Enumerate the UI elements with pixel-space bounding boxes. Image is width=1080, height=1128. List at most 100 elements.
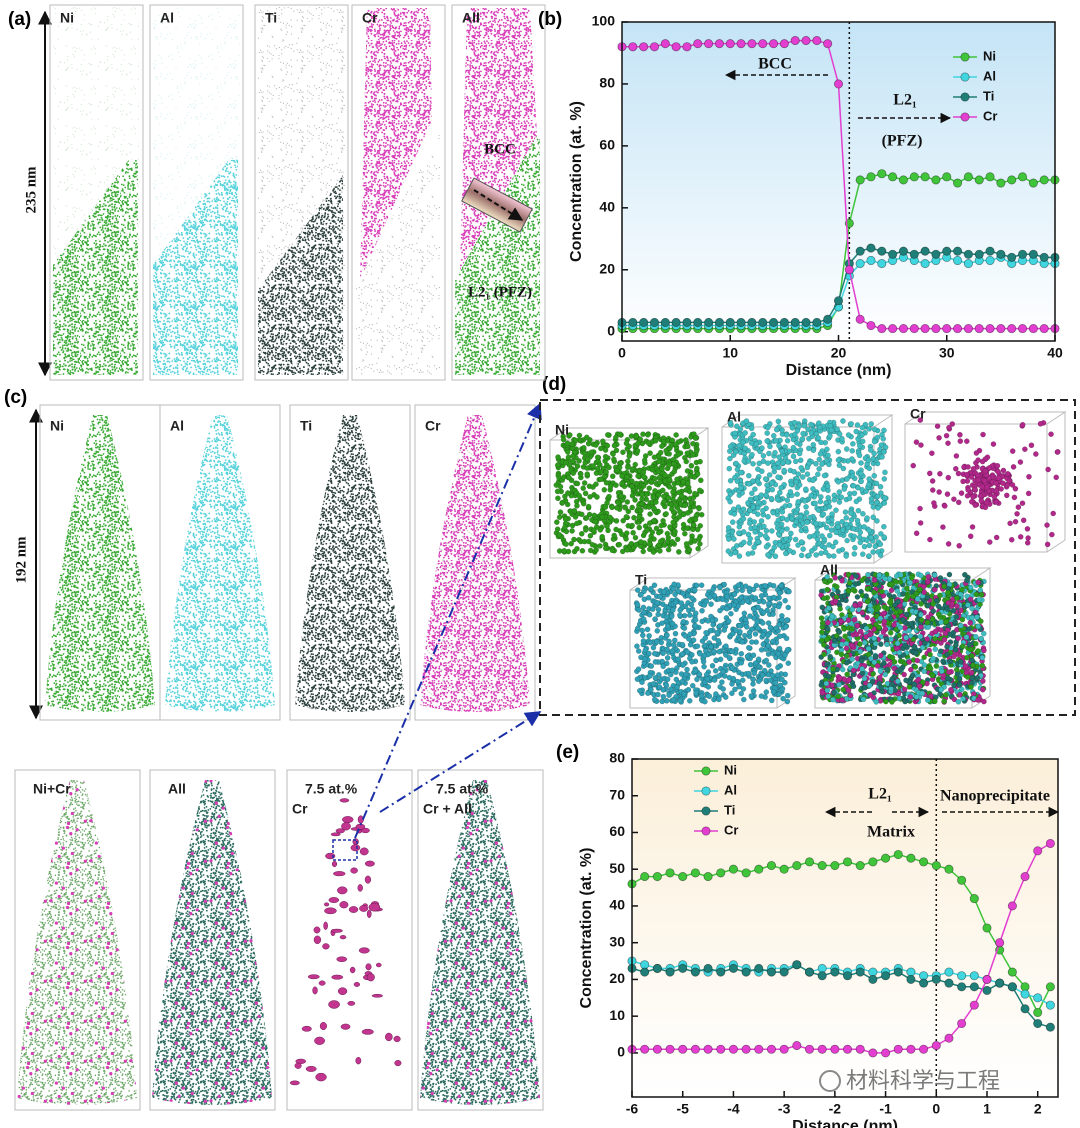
atom <box>980 431 986 438</box>
frame <box>149 4 244 381</box>
legend-marker <box>960 92 970 102</box>
atom <box>738 469 744 476</box>
atom <box>736 530 742 536</box>
atom <box>975 623 982 630</box>
atom <box>805 426 811 433</box>
atom <box>946 571 953 578</box>
atom <box>921 589 928 596</box>
data-point <box>906 1044 916 1054</box>
atom <box>1011 494 1018 501</box>
precipitate <box>301 1025 312 1032</box>
atom <box>872 640 879 647</box>
atom <box>826 553 832 559</box>
atom <box>861 639 868 646</box>
atom <box>787 489 794 495</box>
x-axis-title: Distance (nm) <box>792 1118 898 1128</box>
atom <box>977 493 984 499</box>
atom <box>789 425 796 431</box>
atom <box>742 445 749 452</box>
precipitate <box>337 886 348 895</box>
atom <box>838 651 845 658</box>
atom <box>583 515 590 521</box>
atom <box>818 615 825 621</box>
atom <box>554 462 561 468</box>
atom <box>859 424 866 431</box>
atom <box>698 582 705 589</box>
atom <box>1020 517 1027 524</box>
atom <box>886 592 893 598</box>
atom <box>936 434 942 441</box>
atom <box>910 636 917 643</box>
atom <box>919 679 926 685</box>
atom <box>747 535 753 542</box>
atom <box>937 648 944 654</box>
data-point <box>804 967 815 977</box>
data-point <box>703 872 713 882</box>
atom <box>569 522 576 529</box>
atom <box>784 646 791 653</box>
atom <box>784 617 790 623</box>
atom <box>607 514 613 521</box>
atom <box>729 648 735 655</box>
atom <box>669 648 676 654</box>
atom <box>719 596 726 603</box>
atom <box>822 549 829 556</box>
atom <box>793 479 799 485</box>
atom <box>824 661 830 668</box>
atom <box>761 523 767 530</box>
atom <box>635 648 642 654</box>
data-point <box>1020 1004 1030 1014</box>
atom <box>572 514 579 520</box>
atom <box>791 468 797 475</box>
atom <box>874 518 880 524</box>
atom <box>710 586 716 593</box>
atom <box>883 635 890 642</box>
atom <box>878 652 884 659</box>
data-point <box>1007 175 1017 185</box>
atom <box>806 552 812 559</box>
atom <box>759 620 766 626</box>
atom <box>968 684 974 690</box>
atom <box>812 500 818 507</box>
atom <box>734 478 741 484</box>
atom <box>834 584 840 590</box>
atom <box>881 604 888 610</box>
atom <box>661 589 667 595</box>
atom <box>684 480 691 486</box>
atom <box>825 673 832 680</box>
atom <box>599 514 606 520</box>
atom <box>655 529 662 536</box>
atom <box>645 594 652 601</box>
data-point <box>942 172 952 182</box>
data-point <box>690 967 700 977</box>
atom <box>870 455 877 462</box>
atom <box>969 614 975 621</box>
atom <box>574 480 581 487</box>
data-point <box>931 324 941 334</box>
atom <box>647 673 653 679</box>
atom <box>758 492 764 498</box>
atom <box>952 619 959 625</box>
atom <box>775 474 781 480</box>
atom <box>803 509 810 516</box>
data-point <box>830 1044 840 1054</box>
atom <box>849 626 855 632</box>
atom <box>828 527 835 533</box>
atom <box>640 483 647 489</box>
atom <box>866 426 872 432</box>
precipitate <box>323 921 328 930</box>
data-point <box>881 853 891 863</box>
data-point <box>736 39 746 49</box>
y-tick-label: 100 <box>592 13 616 29</box>
atom <box>749 490 755 497</box>
atom <box>1019 421 1026 428</box>
atom <box>820 511 827 517</box>
precipitate <box>331 928 343 933</box>
data-point <box>974 324 984 334</box>
atom <box>868 495 875 502</box>
atom <box>924 594 931 600</box>
atom <box>930 608 937 614</box>
atom <box>835 588 841 595</box>
atom <box>762 476 769 482</box>
